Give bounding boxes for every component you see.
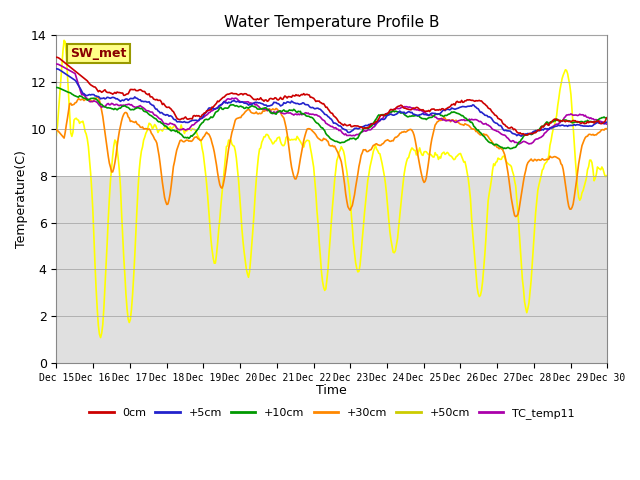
Text: SW_met: SW_met bbox=[70, 47, 127, 60]
Bar bbox=[56, 36, 607, 176]
Legend: 0cm, +5cm, +10cm, +30cm, +50cm, TC_temp11: 0cm, +5cm, +10cm, +30cm, +50cm, TC_temp1… bbox=[84, 403, 579, 423]
Y-axis label: Temperature(C): Temperature(C) bbox=[15, 150, 28, 248]
Title: Water Temperature Profile B: Water Temperature Profile B bbox=[224, 15, 440, 30]
X-axis label: Time: Time bbox=[317, 384, 348, 397]
